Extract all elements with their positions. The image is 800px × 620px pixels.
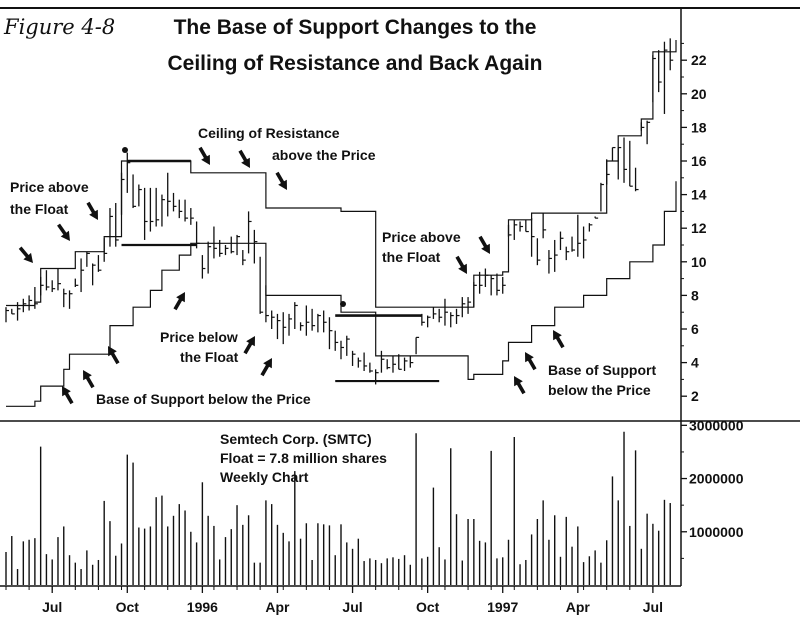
y-tick-label: 8	[691, 287, 699, 303]
annotation-arrow-shape	[243, 336, 255, 355]
annotation-arrow-shape	[18, 246, 33, 263]
annotation-ceiling-line-1: Ceiling of Resistance	[198, 125, 340, 141]
info-float: Float = 7.8 million shares	[220, 450, 387, 466]
annotation-arrow	[18, 246, 33, 263]
annotation-arrow	[260, 358, 272, 377]
panel-frames	[0, 7, 800, 587]
x-tick-label: Apr	[265, 599, 290, 615]
y-tick-label: 16	[691, 153, 707, 169]
y-tick-label: 2	[691, 388, 699, 404]
annotation-arrow	[108, 346, 120, 365]
info-timeframe: Weekly Chart	[220, 469, 309, 485]
annotation-arrow-shape	[198, 146, 210, 165]
annotation-arrow	[238, 149, 250, 168]
annotation-arrow	[455, 255, 467, 274]
y-tick-label: 18	[691, 119, 707, 135]
chart-title-line-2: Ceiling of Resistance and Back Again	[168, 52, 543, 75]
annotation-arrow-shape	[553, 330, 565, 349]
annotation-arrow	[478, 235, 490, 254]
annotation-price-above-left-line-1: Price above	[10, 179, 89, 195]
x-tick-label: Oct	[416, 599, 440, 615]
y-tick-label: 6	[691, 321, 699, 337]
annotation-arrow	[275, 171, 287, 190]
y-tick-label: 10	[691, 254, 707, 270]
y-tick-label: 12	[691, 220, 707, 236]
annotation-arrow	[62, 386, 74, 405]
annotation-arrow-shape	[478, 235, 490, 254]
annotation-arrow	[243, 336, 255, 355]
volume-y-tick-label: 3000000	[689, 417, 744, 433]
annotation-price-below-line-1: Price below	[160, 329, 238, 345]
annotation-arrow	[198, 146, 210, 165]
annotation-arrow-shape	[238, 149, 250, 168]
x-tick-label: Jul	[342, 599, 362, 615]
price-bars	[5, 38, 674, 385]
y-tick-label: 14	[691, 187, 707, 203]
annotation-base-support-left: Base of Support below the Price	[96, 391, 311, 407]
annotation-arrow-shape	[62, 386, 74, 405]
volume-y-tick-label: 2000000	[689, 471, 744, 487]
annotation-arrow	[57, 223, 70, 241]
chart-title-line-1: The Base of Support Changes to the	[174, 16, 537, 39]
base-of-support-line	[6, 181, 677, 407]
volume-bars	[5, 431, 671, 585]
y-axis-ticks: 2 4 6 8 10 12 14 16 18 20 22 1000000 2000000 3000000	[681, 42, 744, 559]
peak-markers	[122, 147, 346, 307]
annotation-arrow	[514, 376, 526, 395]
annotation-arrow-shape	[57, 223, 70, 241]
annotations: Ceiling of Resistance above the Price Pr…	[10, 125, 656, 485]
x-tick-label: Apr	[566, 599, 591, 615]
annotation-price-above-left-line-2: the Float	[10, 201, 69, 217]
info-company: Semtech Corp. (SMTC)	[220, 431, 372, 447]
annotation-arrow-shape	[83, 370, 95, 389]
x-tick-label: 1997	[487, 599, 518, 615]
annotation-arrow	[553, 330, 565, 349]
annotation-arrow-shape	[86, 201, 98, 220]
peak-marker-dot	[122, 147, 128, 153]
y-tick-label: 4	[691, 355, 699, 371]
annotation-price-above-mid-line-1: Price above	[382, 229, 461, 245]
x-tick-label: Jul	[643, 599, 663, 615]
annotation-price-below-line-2: the Float	[180, 349, 239, 365]
annotation-arrow-shape	[108, 346, 120, 365]
annotation-arrow	[86, 201, 98, 220]
y-tick-label: 20	[691, 86, 707, 102]
volume-y-tick-label: 1000000	[689, 524, 744, 540]
annotation-arrow	[83, 370, 95, 389]
annotation-arrow-shape	[173, 292, 185, 311]
annotation-arrow	[173, 292, 185, 311]
y-tick-label: 22	[691, 52, 707, 68]
annotation-arrow	[525, 352, 537, 371]
annotation-arrow-shape	[455, 255, 467, 274]
annotation-arrow-shape	[275, 171, 287, 190]
peak-marker-dot	[340, 301, 346, 307]
annotation-base-support-right-line-1: Base of Support	[548, 362, 656, 378]
x-tick-label: Jul	[42, 599, 62, 615]
x-axis-ticks: Jul Oct 1996 Apr Jul Oct 1997 Apr Jul	[5, 586, 663, 615]
annotation-arrow-shape	[525, 352, 537, 371]
figure-label: Figure 4-8	[3, 15, 115, 39]
annotation-base-support-right-line-2: below the Price	[548, 382, 651, 398]
annotation-arrow-shape	[260, 358, 272, 377]
x-tick-label: 1996	[187, 599, 218, 615]
annotation-arrows	[18, 146, 565, 405]
annotation-price-above-mid-line-2: the Float	[382, 249, 441, 265]
annotation-arrow-shape	[514, 376, 526, 395]
annotation-ceiling-line-2: above the Price	[272, 147, 376, 163]
x-tick-label: Oct	[116, 599, 140, 615]
